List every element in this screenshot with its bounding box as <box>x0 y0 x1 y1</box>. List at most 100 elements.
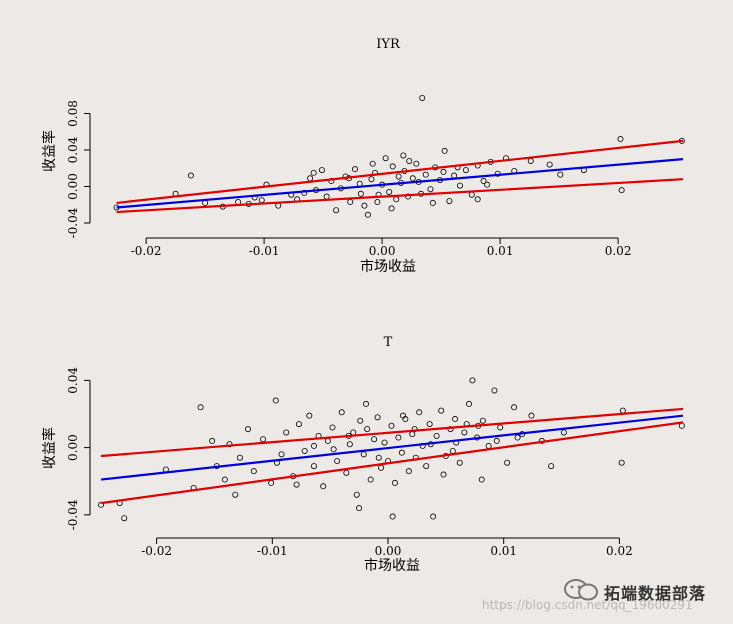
data-point <box>389 163 396 170</box>
data-point <box>375 454 382 461</box>
data-point <box>456 182 463 189</box>
data-point <box>356 505 363 512</box>
data-point <box>363 400 370 407</box>
data-point <box>388 422 395 429</box>
data-point <box>447 426 454 433</box>
data-point <box>548 463 555 470</box>
data-point <box>462 167 469 174</box>
data-point <box>560 429 567 436</box>
y-axis-label: 收益率 <box>41 130 58 172</box>
data-point <box>491 387 498 394</box>
data-point <box>440 168 447 175</box>
data-point <box>461 429 468 436</box>
regression-line <box>100 414 684 481</box>
data-point <box>353 491 360 498</box>
data-point <box>368 176 375 183</box>
lower-band-line <box>100 421 684 505</box>
data-point <box>346 441 353 448</box>
data-point <box>301 189 308 196</box>
y-tick-label: 0.04 <box>66 367 80 394</box>
wechat-icon <box>564 579 598 601</box>
data-point <box>413 160 420 167</box>
data-point <box>468 191 475 198</box>
data-point <box>493 437 500 444</box>
data-point <box>209 437 216 444</box>
data-point <box>409 431 416 438</box>
chart-title: IYR <box>376 37 401 52</box>
data-point <box>400 412 407 419</box>
data-point <box>386 188 393 195</box>
data-point <box>221 476 228 483</box>
x-tick-label: -0.01 <box>249 244 280 258</box>
data-point <box>619 407 626 414</box>
data-point <box>283 429 290 436</box>
data-point <box>374 199 381 206</box>
data-point <box>618 459 625 466</box>
x-tick-label: -0.02 <box>141 544 172 558</box>
data-point <box>480 178 487 185</box>
data-point <box>121 515 128 522</box>
data-point <box>618 187 625 194</box>
data-point <box>250 468 257 475</box>
y-axis-label: 收益率 <box>41 427 58 469</box>
data-point <box>334 458 341 465</box>
data-point <box>391 479 398 486</box>
data-point <box>469 377 476 384</box>
x-tick-label: 0.00 <box>369 244 396 258</box>
data-point <box>364 426 371 433</box>
data-point <box>258 197 265 204</box>
data-point <box>409 175 416 182</box>
data-point <box>430 513 437 520</box>
data-point <box>338 409 345 416</box>
data-point <box>398 449 405 456</box>
data-point <box>449 447 456 454</box>
y-tick-label: 0.08 <box>66 100 80 127</box>
data-point <box>364 211 371 218</box>
data-point <box>187 172 194 179</box>
data-point <box>350 429 357 436</box>
data-point <box>310 463 317 470</box>
data-point <box>440 471 447 478</box>
regression-line <box>116 158 684 209</box>
data-point <box>295 421 302 428</box>
data-point <box>329 424 336 431</box>
data-point <box>360 451 367 458</box>
data-point <box>323 193 330 200</box>
data-point <box>382 155 389 162</box>
x-tick-label: 0.02 <box>606 544 633 558</box>
x-axis-label: 市场收益 <box>364 557 420 574</box>
data-point <box>429 199 436 206</box>
chart-title: T <box>384 335 393 350</box>
data-point <box>456 459 463 466</box>
y-tick-label: -0.04 <box>66 207 80 238</box>
data-point <box>357 190 364 197</box>
data-point <box>268 479 275 486</box>
data-point <box>306 412 313 419</box>
data-point <box>527 157 534 164</box>
data-point <box>293 481 300 488</box>
data-point <box>226 441 233 448</box>
watermark-brand: 拓端数据部落 <box>604 584 707 603</box>
data-point <box>324 437 331 444</box>
data-point <box>546 161 553 168</box>
data-point <box>330 446 337 453</box>
data-point <box>433 432 440 439</box>
data-point <box>301 447 308 454</box>
data-point <box>310 169 317 176</box>
y-tick-label: 0.00 <box>66 434 80 461</box>
data-point <box>347 199 354 206</box>
data-point <box>260 436 267 443</box>
data-point <box>416 409 423 416</box>
data-point <box>371 436 378 443</box>
data-point <box>343 469 350 476</box>
data-point <box>514 434 521 441</box>
data-point <box>395 434 402 441</box>
data-point <box>310 442 317 449</box>
x-axis-label: 市场收益 <box>360 258 416 275</box>
data-point <box>361 202 368 209</box>
data-point <box>497 424 504 431</box>
data-point <box>452 416 459 423</box>
data-point <box>318 167 325 174</box>
data-point <box>245 426 252 433</box>
